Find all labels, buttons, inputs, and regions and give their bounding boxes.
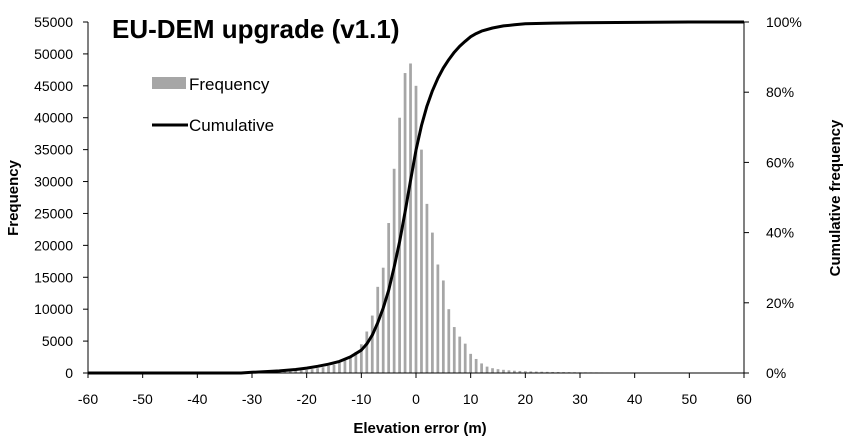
x-tick-label: -60 (78, 391, 98, 407)
frequency-bar (299, 370, 303, 373)
frequency-bar (458, 336, 462, 373)
frequency-bar (551, 371, 555, 373)
y-tick-label: 55000 (34, 14, 73, 30)
frequency-bar (425, 203, 429, 373)
frequency-bar (321, 367, 325, 373)
x-tick-label: -40 (187, 391, 207, 407)
y2-axis-title: Cumulative frequency (827, 119, 844, 276)
frequency-bar (436, 264, 440, 373)
y-tick-label: 0 (65, 365, 73, 381)
frequency-bar (485, 366, 489, 373)
frequency-bar (529, 371, 533, 373)
frequency-bar (283, 371, 287, 373)
x-axis-title: Elevation error (m) (353, 420, 486, 437)
chart-title: EU-DEM upgrade (v1.1) (112, 14, 400, 44)
y-axis-title: Frequency (5, 159, 22, 236)
frequency-bar (502, 369, 505, 373)
legend: Frequency Cumulative (152, 75, 274, 135)
y2-tick-label: 100% (766, 14, 802, 30)
frequency-bar (480, 363, 483, 373)
frequency-bar (447, 309, 451, 373)
frequency-bar (370, 315, 374, 373)
y-tick-label: 25000 (34, 205, 73, 221)
y2-tick-label: 0% (766, 365, 786, 381)
tick-labels: -60 -50 -40 -30 -20 -10 0 10 20 30 40 50 60 0 5000 1000… (34, 14, 802, 407)
frequency-bar (343, 360, 347, 373)
legend-frequency-label: Frequency (189, 75, 270, 94)
frequency-bar (441, 280, 445, 373)
frequency-bar (338, 362, 341, 373)
x-tick-label: 60 (736, 391, 752, 407)
y2-tick-label: 20% (766, 295, 794, 311)
y-tick-label: 5000 (42, 333, 73, 349)
frequency-bar (518, 370, 522, 373)
y-tick-label: 20000 (34, 237, 73, 253)
x-tick-label: -10 (351, 391, 371, 407)
x-tick-label: 10 (463, 391, 479, 407)
y2-tick-label: 40% (766, 225, 794, 241)
y-tick-label: 50000 (34, 46, 73, 62)
frequency-bar (349, 357, 352, 373)
frequency-bar (294, 370, 298, 373)
frequency-bar (523, 371, 527, 373)
frequency-bar (540, 371, 544, 373)
frequency-bar (332, 364, 336, 373)
frequency-bar (387, 223, 391, 373)
frequency-bar (469, 353, 473, 373)
frequency-bar (354, 351, 358, 373)
y-tick-label: 40000 (34, 110, 73, 126)
y-tick-label: 30000 (34, 174, 73, 190)
frequency-bar (381, 267, 385, 373)
y-tick-label: 10000 (34, 301, 73, 317)
x-tick-label: 0 (412, 391, 420, 407)
x-tick-label: -50 (133, 391, 153, 407)
frequency-bar (310, 369, 314, 373)
frequency-bar (277, 371, 281, 373)
frequency-bar (359, 344, 363, 373)
frequency-bar (409, 63, 412, 374)
frequency-bar (491, 368, 494, 373)
frequency-bar (474, 358, 478, 373)
frequency-bar (403, 73, 407, 374)
y-tick-label: 15000 (34, 269, 73, 285)
frequency-bar (365, 331, 369, 373)
frequency-bar (376, 286, 380, 373)
frequency-bar (431, 232, 434, 373)
x-tick-label: 30 (572, 391, 588, 407)
frequency-bar (420, 149, 423, 373)
y-tick-label: 45000 (34, 78, 73, 94)
cumulative-line (88, 20, 744, 375)
x-tick-label: 20 (518, 391, 534, 407)
frequency-bar (496, 369, 500, 373)
frequency-bar (545, 371, 549, 373)
y2-tick-label: 80% (766, 84, 794, 100)
frequency-bar (507, 370, 511, 373)
x-tick-label: -20 (297, 391, 317, 407)
frequency-bar (452, 327, 456, 373)
y2-tick-label: 60% (766, 154, 794, 170)
x-tick-label: -30 (242, 391, 262, 407)
frequency-bar (316, 368, 319, 373)
frequency-bar (534, 371, 538, 373)
frequency-bars (239, 63, 740, 374)
legend-cumulative-label: Cumulative (189, 116, 274, 135)
frequency-bar (414, 85, 418, 374)
x-tick-label: 40 (627, 391, 643, 407)
x-tick-label: 50 (682, 391, 698, 407)
y-tick-label: 35000 (34, 142, 73, 158)
legend-frequency-swatch (152, 77, 186, 89)
frequency-bar (288, 371, 292, 373)
frequency-bar (463, 343, 467, 373)
frequency-bar (305, 369, 309, 373)
frequency-bar (327, 365, 330, 373)
cumulative-line-group (88, 20, 744, 375)
frequency-bar (513, 370, 516, 373)
